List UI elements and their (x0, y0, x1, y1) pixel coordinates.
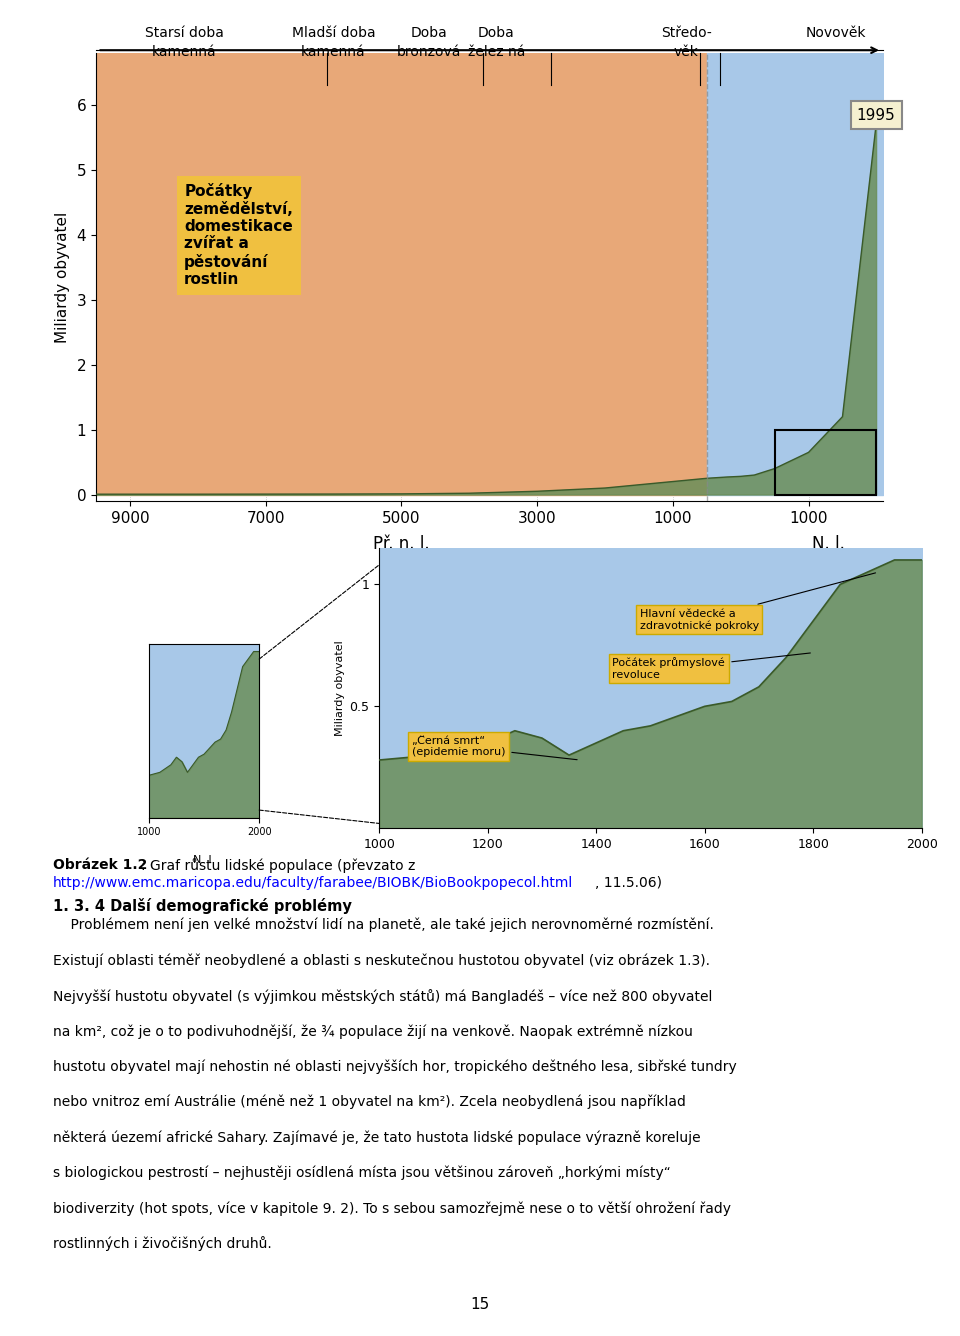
Text: nebo vnitroz emí Austrálie (méně než 1 obyvatel na km²). Zcela neobydlená jsou n: nebo vnitroz emí Austrálie (méně než 1 o… (53, 1096, 685, 1109)
Text: Starsí doba: Starsí doba (145, 27, 224, 40)
Text: Problémem není jen velké množství lidí na planetě, ale také jejich nerovnoměrné : Problémem není jen velké množství lidí n… (53, 918, 713, 933)
Text: 15: 15 (470, 1297, 490, 1312)
Text: N. l.: N. l. (193, 855, 215, 866)
Text: , 11.5.06): , 11.5.06) (595, 876, 662, 890)
Y-axis label: Miliardy obyvatel: Miliardy obyvatel (335, 640, 346, 736)
Text: Doba: Doba (478, 27, 515, 40)
Text: na km², což je o to podivuhodnější, že ¾ populace žijí na venkově. Naopak extrém: na km², což je o to podivuhodnější, že ¾… (53, 1023, 693, 1038)
Text: želez ná: želez ná (468, 44, 525, 59)
Text: Př. n. l.: Př. n. l. (373, 534, 430, 553)
Text: 1995: 1995 (856, 108, 896, 123)
Text: s biologickou pestrostí – nejhustěji osídlená místa jsou většinou zároveň „horký: s biologickou pestrostí – nejhustěji osí… (53, 1165, 670, 1180)
Text: Hlavní vědecké a
zdravotnické pokroky: Hlavní vědecké a zdravotnické pokroky (639, 573, 876, 631)
Text: kamenná: kamenná (152, 44, 217, 59)
Text: Existují oblasti téměř neobydlené a oblasti s neskutečnou hustotou obyvatel (viz: Existují oblasti téměř neobydlené a obla… (53, 954, 709, 967)
Text: bronzová: bronzová (396, 44, 461, 59)
Text: „C̆erná smrt“
(epidemie moru): „C̆erná smrt“ (epidemie moru) (412, 736, 577, 760)
Text: N. l.: N. l. (812, 534, 846, 553)
Text: : Graf růstu lidské populace (převzato z: : Graf růstu lidské populace (převzato z (141, 858, 416, 872)
Text: některá úezemí africké Sahary. Zajímavé je, že tato hustota lidské populace výra: některá úezemí africké Sahary. Zajímavé … (53, 1130, 701, 1145)
Text: Obrázek 1.2: Obrázek 1.2 (53, 858, 147, 871)
Text: Počátky
zemědělství,
domestikace
zvířat a
pěstování
rostlin: Počátky zemědělství, domestikace zvířat … (184, 183, 293, 287)
Text: hustotu obyvatel mají nehostin né oblasti nejvyšších hor, tropického deštného le: hustotu obyvatel mají nehostin né oblast… (53, 1059, 736, 1074)
Text: Středo-: Středo- (661, 27, 711, 40)
Text: věk: věk (674, 44, 699, 59)
Text: Nejvyšší hustotu obyvatel (s výjimkou městských států) má Bangladéš – více než 8: Nejvyšší hustotu obyvatel (s výjimkou mě… (53, 989, 712, 1003)
Text: kamenná: kamenná (301, 44, 366, 59)
Y-axis label: Miliardy obyvatel: Miliardy obyvatel (55, 211, 69, 343)
Text: 1. 3. 4 Další demografické problémy: 1. 3. 4 Další demografické problémy (53, 898, 351, 914)
Text: rostlinných i živočišných druhů.: rostlinných i živočišných druhů. (53, 1237, 272, 1252)
Text: http://www.emc.maricopa.edu/faculty/farabee/BIOBK/BioBookpopecol.html: http://www.emc.maricopa.edu/faculty/fara… (53, 876, 573, 890)
Text: biodiverzity (hot spots, více v kapitole 9. 2). To s sebou samozřejmě nese o to : biodiverzity (hot spots, více v kapitole… (53, 1201, 731, 1216)
Text: Mladší doba: Mladší doba (292, 27, 375, 40)
Bar (775, 430, 876, 494)
Text: Počátek průmyslové
revoluce: Počátek průmyslové revoluce (612, 653, 810, 680)
Text: Novověk: Novověk (805, 27, 866, 40)
Text: Doba: Doba (410, 27, 447, 40)
